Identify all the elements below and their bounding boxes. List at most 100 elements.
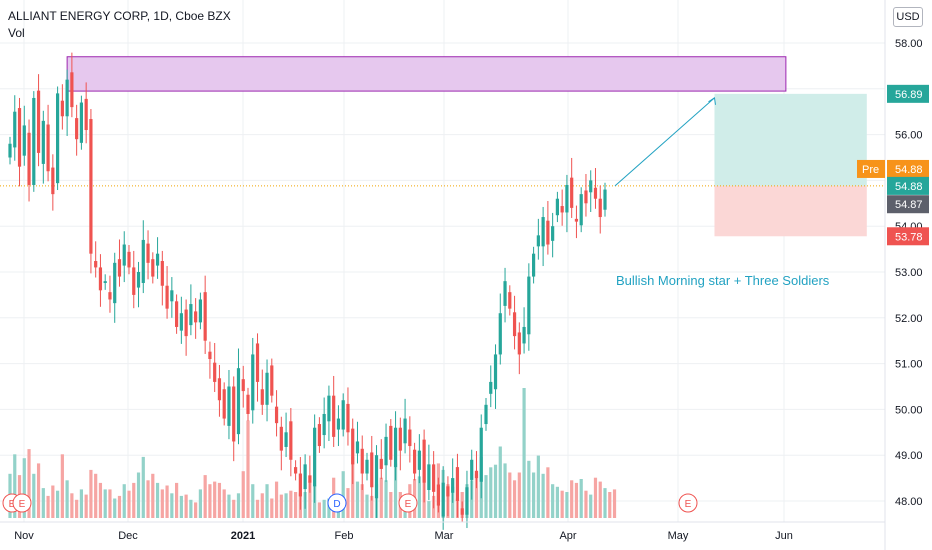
- volume-bar: [322, 499, 326, 518]
- volume-bar: [289, 490, 293, 518]
- volume-bar: [170, 493, 174, 518]
- volume-bar: [36, 463, 41, 518]
- candle-body: [122, 244, 126, 266]
- volume-bar: [612, 489, 617, 518]
- earnings-marker: [678, 493, 698, 513]
- candle-body: [598, 198, 602, 218]
- candle-body: [503, 281, 507, 306]
- candle-body: [284, 432, 288, 447]
- volume-bar: [284, 493, 288, 518]
- candle-body: [236, 368, 241, 435]
- volume-bar: [593, 477, 598, 518]
- volume-bar: [122, 484, 126, 518]
- volume-bar: [41, 488, 45, 518]
- volume-bar: [355, 481, 360, 518]
- candle-body: [432, 464, 436, 492]
- volume-bar: [484, 475, 488, 518]
- candle-body: [184, 309, 188, 337]
- candle-body: [65, 79, 69, 117]
- candle-body: [146, 243, 150, 263]
- candle-body: [565, 184, 569, 213]
- candle-body: [498, 313, 502, 355]
- candle-body: [403, 418, 407, 444]
- candle-body: [489, 381, 493, 394]
- candle-body: [294, 467, 298, 474]
- volume-bar: [151, 473, 155, 518]
- candle-body: [522, 326, 526, 344]
- candle-body: [379, 458, 383, 469]
- volume-bar: [241, 471, 245, 518]
- candle-body: [317, 424, 321, 447]
- candle-body: [374, 455, 379, 499]
- candle-body: [465, 487, 469, 515]
- candle-body: [298, 473, 302, 497]
- candle-body: [22, 125, 26, 156]
- volume-bar: [75, 499, 79, 518]
- candle-body: [584, 190, 588, 204]
- candle-body: [217, 378, 222, 401]
- volume-bar: [260, 493, 264, 518]
- candle-body: [194, 311, 198, 323]
- candle-body: [170, 290, 174, 302]
- candle-body: [175, 301, 179, 327]
- volume-bar: [132, 482, 136, 518]
- target-zone: [714, 93, 867, 186]
- candle-body: [589, 180, 593, 193]
- volume-bar: [84, 494, 88, 518]
- candle-body: [570, 177, 574, 208]
- candle-body: [103, 281, 107, 283]
- volume-bar: [555, 486, 559, 518]
- candle-body: [313, 427, 317, 487]
- volume-bar: [294, 492, 298, 518]
- candle-body: [351, 428, 355, 465]
- volume-bar: [379, 477, 383, 518]
- pre-market-label: Pre: [862, 164, 879, 176]
- candle-body: [546, 220, 550, 245]
- candle-body: [56, 93, 60, 184]
- pattern-annotation: Bullish Morning star + Three Soldiers: [616, 273, 830, 288]
- volume-bar: [89, 469, 93, 518]
- volume-bar: [589, 494, 593, 518]
- candle-body: [593, 187, 598, 199]
- volume-bar: [203, 475, 207, 518]
- volume-bar: [393, 463, 398, 518]
- y-tick-label: 51.00: [895, 359, 923, 371]
- symbol-title: ALLIANT ENERGY CORP, 1D, Cboe BZX: [8, 9, 231, 23]
- price-badge-target: [887, 84, 929, 103]
- currency-button[interactable]: USD: [893, 7, 923, 27]
- volume-bar: [584, 490, 588, 518]
- candle-body: [227, 386, 231, 426]
- candle-body: [455, 467, 460, 501]
- volume-bar: [608, 492, 612, 518]
- pre-market-tag: [857, 159, 885, 178]
- volume-bar: [546, 467, 550, 518]
- volume-bar: [141, 456, 145, 518]
- candle-body: [232, 386, 236, 442]
- x-tick-label: 2021: [231, 530, 255, 542]
- price-badge-value: 56.89: [895, 89, 923, 101]
- volume-bar: [46, 495, 50, 518]
- candle-body: [27, 132, 31, 185]
- volume-bar: [251, 484, 255, 518]
- candle-body: [8, 143, 12, 158]
- candle-body: [551, 226, 555, 241]
- x-tick-label: May: [668, 530, 689, 542]
- event-marker-label: E: [19, 499, 26, 510]
- candle-body: [108, 292, 112, 300]
- volume-bar: [51, 485, 55, 518]
- volume-bar: [341, 471, 345, 518]
- candle-body: [555, 198, 559, 216]
- price-badge-pre: [887, 159, 929, 178]
- volume-bar: [503, 463, 507, 518]
- y-tick-label: 50.00: [895, 404, 923, 416]
- y-tick-label: 58.00: [895, 38, 923, 50]
- candle-body: [346, 403, 350, 433]
- candle-body: [13, 111, 17, 148]
- volume-bar: [217, 482, 222, 518]
- candle-body: [265, 372, 269, 405]
- volume-bar: [236, 493, 241, 518]
- volume-bar: [70, 493, 74, 518]
- candle-body: [60, 100, 64, 117]
- volume-bar: [146, 480, 150, 518]
